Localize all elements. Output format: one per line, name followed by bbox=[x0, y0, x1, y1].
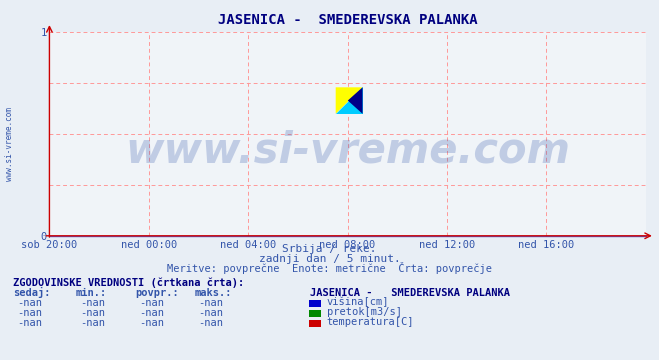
Text: min.:: min.: bbox=[76, 288, 107, 298]
Text: -nan: -nan bbox=[80, 308, 105, 318]
Text: -nan: -nan bbox=[139, 318, 164, 328]
Text: www.si-vreme.com: www.si-vreme.com bbox=[5, 107, 14, 181]
Text: www.si-vreme.com: www.si-vreme.com bbox=[125, 129, 570, 171]
Text: -nan: -nan bbox=[17, 308, 42, 318]
Text: -nan: -nan bbox=[139, 298, 164, 308]
Text: -nan: -nan bbox=[198, 318, 223, 328]
Polygon shape bbox=[335, 87, 362, 114]
Text: povpr.:: povpr.: bbox=[135, 288, 179, 298]
Text: -nan: -nan bbox=[80, 318, 105, 328]
Text: Meritve: povprečne  Enote: metrične  Črta: povprečje: Meritve: povprečne Enote: metrične Črta:… bbox=[167, 262, 492, 274]
Text: JASENICA -   SMEDEREVSKA PALANKA: JASENICA - SMEDEREVSKA PALANKA bbox=[310, 288, 509, 298]
Text: višina[cm]: višina[cm] bbox=[327, 297, 389, 307]
Text: -nan: -nan bbox=[198, 298, 223, 308]
Text: pretok[m3/s]: pretok[m3/s] bbox=[327, 307, 402, 318]
Text: maks.:: maks.: bbox=[194, 288, 232, 298]
Text: Srbija / reke.: Srbija / reke. bbox=[282, 244, 377, 254]
Text: zadnji dan / 5 minut.: zadnji dan / 5 minut. bbox=[258, 254, 401, 264]
Title: JASENICA -  SMEDEREVSKA PALANKA: JASENICA - SMEDEREVSKA PALANKA bbox=[218, 13, 477, 27]
Text: -nan: -nan bbox=[139, 308, 164, 318]
Text: sedaj:: sedaj: bbox=[13, 287, 51, 298]
Text: ZGODOVINSKE VREDNOSTI (črtkana črta):: ZGODOVINSKE VREDNOSTI (črtkana črta): bbox=[13, 278, 244, 288]
Text: -nan: -nan bbox=[17, 318, 42, 328]
Text: -nan: -nan bbox=[17, 298, 42, 308]
Text: -nan: -nan bbox=[80, 298, 105, 308]
Text: -nan: -nan bbox=[198, 308, 223, 318]
Polygon shape bbox=[348, 87, 362, 114]
Polygon shape bbox=[335, 87, 362, 114]
Text: temperatura[C]: temperatura[C] bbox=[327, 318, 415, 328]
